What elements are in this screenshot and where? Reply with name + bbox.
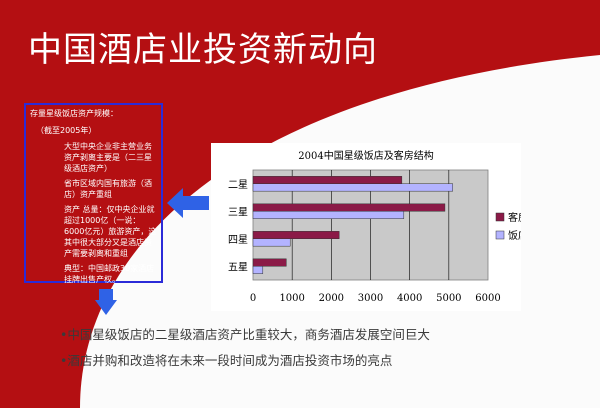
legend-label: 客房数: [508, 211, 521, 224]
x-tick-label: 1000: [279, 293, 304, 304]
legend-swatch: [495, 230, 505, 240]
bullet-item: •酒店并购和改造将在未来一段时间成为酒店投资市场的亮点: [60, 353, 393, 368]
bar-series2: [252, 266, 264, 274]
legend-swatch: [495, 212, 505, 222]
bullet-list: •中国星级饭店的二星级酒店资产比重较大，商务酒店发展空间巨大 •酒店并购和改造将…: [60, 322, 430, 374]
legend-label: 饭店数: [508, 229, 521, 242]
left-arrow-icon: [167, 188, 209, 218]
bar-series1: [252, 176, 403, 185]
x-tick-label: 3000: [358, 293, 383, 304]
info-box-item: 省市区域内国有旅游（酒店）资产重组: [64, 179, 152, 199]
down-arrow-icon: [95, 289, 117, 315]
x-tick-label: 2000: [319, 293, 344, 304]
y-category-label: 二星: [228, 179, 248, 191]
y-category-label: 五星: [228, 261, 248, 273]
bar-chart-panel: 2004中国星级饭店及客房结构 0 1000 2000 3000 4000 5000 6000…: [211, 143, 521, 311]
y-category-label: 四星: [228, 234, 248, 246]
bar-series2: [252, 211, 405, 219]
info-box-subheading: （截至2005年）: [36, 126, 97, 135]
info-box: 存量星级饭店资产规模： （截至2005年） 大型中央企业非主营业务资产剥离主要是…: [24, 103, 163, 284]
info-box-item: 资产 总量：仅中央企业就超过1000亿（一说：6000亿元）旅游资产，这其中很大…: [64, 205, 157, 258]
chart-title: 2004中国星级饭店及客房结构: [298, 149, 433, 162]
bar-chart: 2004中国星级饭店及客房结构 0 1000 2000 3000 4000 5000 6000…: [228, 149, 521, 304]
x-tick-label: 6000: [475, 293, 500, 304]
x-tick-label: 5000: [436, 293, 461, 304]
x-tick-label: 0: [250, 293, 256, 304]
bullet-item: •中国星级饭店的二星级酒店资产比重较大，商务酒店发展空间巨大: [60, 327, 430, 342]
bar-series1: [252, 258, 287, 267]
bar-series1: [252, 231, 340, 239]
info-box-heading: 存量星级饭店资产规模：: [30, 109, 118, 118]
bar-series2: [252, 183, 453, 192]
bar-series1: [252, 203, 446, 212]
bar-series2: [252, 238, 291, 247]
info-box-item: 典型：中国邮政30家酒店挂牌出售产权。: [64, 264, 155, 284]
info-box-item: 大型中央企业非主营业务资产剥离主要是（二三星级酒店资产）: [64, 142, 152, 173]
x-tick-label: 4000: [397, 293, 422, 304]
y-category-label: 三星: [228, 206, 248, 218]
slide-title: 中国酒店业投资新动向: [28, 30, 378, 70]
